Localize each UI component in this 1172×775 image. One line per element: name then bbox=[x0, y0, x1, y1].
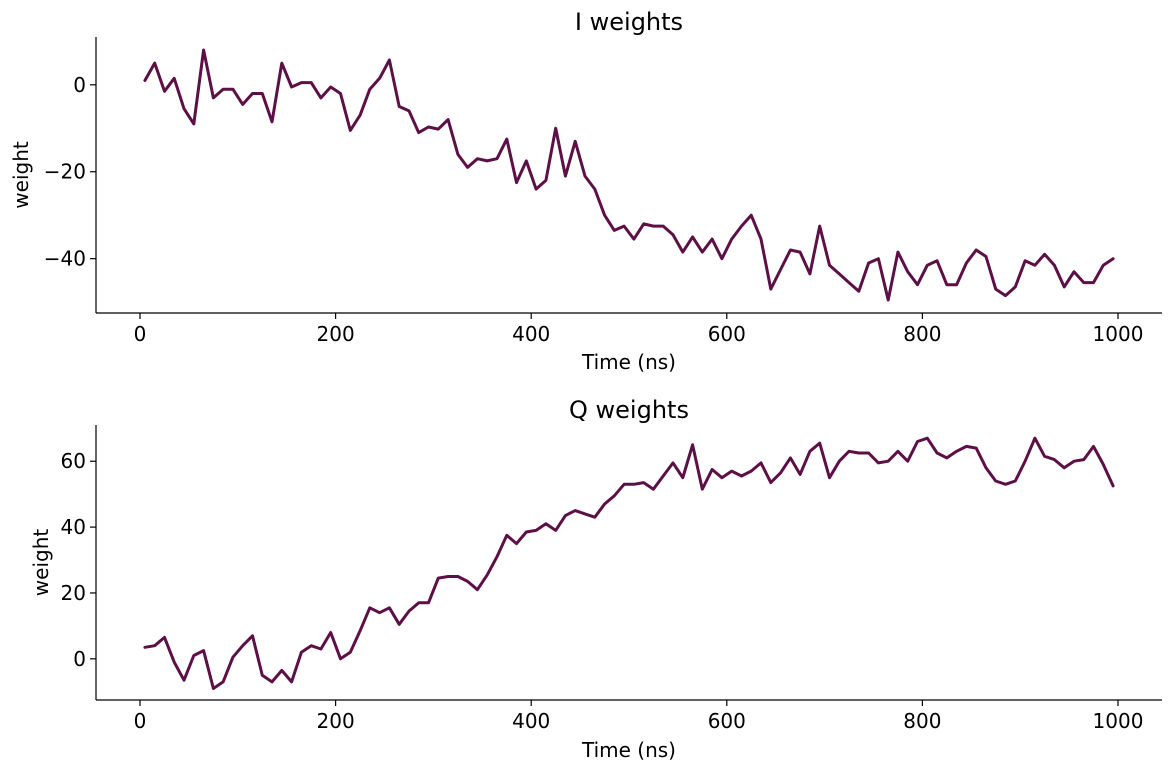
q-weights-y-tick-label: 0 bbox=[73, 647, 86, 671]
i-weights-x-tick-label: 600 bbox=[708, 322, 746, 346]
q-weights-x-tick-label: 1000 bbox=[1093, 709, 1144, 733]
q-weights-y-tick-label: 20 bbox=[61, 581, 86, 605]
i-weights-x-tick-label: 200 bbox=[317, 322, 355, 346]
i-weights-x-tick-label: 1000 bbox=[1093, 322, 1144, 346]
i-weights-chart-title: I weights bbox=[575, 8, 683, 36]
q-weights-y-tick-label: 40 bbox=[61, 515, 86, 539]
i-weights-y-axis-label: weight bbox=[9, 141, 33, 209]
i-weights-y-tick-label: 0 bbox=[73, 73, 86, 97]
i-weights-x-axis-label: Time (ns) bbox=[581, 350, 676, 374]
q-weights-series-line bbox=[143, 436, 1115, 690]
q-weights-x-tick-label: 0 bbox=[134, 709, 147, 733]
q-weights-panel: 0 200 400 600 800 1000 0 20 40 60 Q weights Time (n… bbox=[29, 396, 1162, 762]
q-weights-x-tick-label: 600 bbox=[708, 709, 746, 733]
i-weights-panel: 0 200 400 600 800 1000 0 −20 −40 I weights Time (n… bbox=[9, 8, 1162, 374]
i-weights-series-line bbox=[143, 48, 1115, 302]
q-weights-x-tick-label: 400 bbox=[512, 709, 550, 733]
i-weights-y-tick-label: −20 bbox=[44, 160, 86, 184]
q-weights-x-tick-label: 200 bbox=[317, 709, 355, 733]
i-weights-x-tick-label: 800 bbox=[903, 322, 941, 346]
q-weights-chart-title: Q weights bbox=[569, 396, 689, 424]
q-weights-y-tick-label: 60 bbox=[61, 449, 86, 473]
q-weights-y-axis-label: weight bbox=[29, 529, 53, 597]
q-weights-x-tick-label: 800 bbox=[903, 709, 941, 733]
i-weights-x-tick-label: 0 bbox=[134, 322, 147, 346]
q-weights-x-axis-label: Time (ns) bbox=[581, 738, 676, 762]
i-weights-y-tick-label: −40 bbox=[44, 247, 86, 271]
i-weights-x-tick-label: 400 bbox=[512, 322, 550, 346]
